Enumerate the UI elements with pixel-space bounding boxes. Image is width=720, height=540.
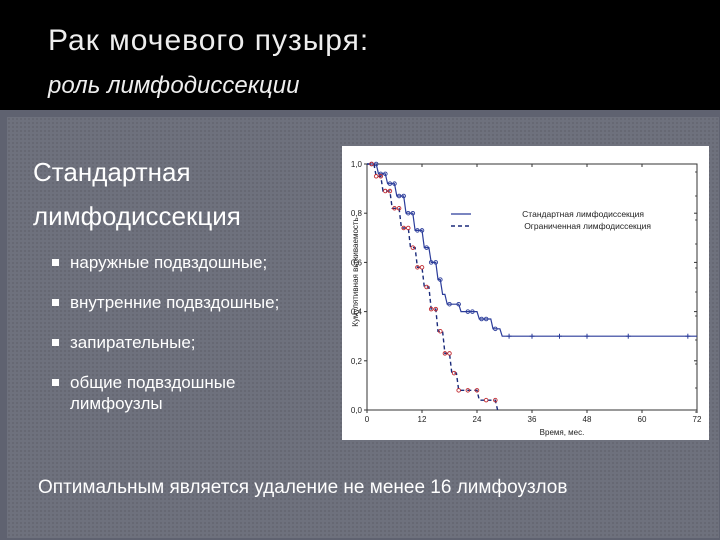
y-axis-label: Кумулятивная выживаемость — [351, 217, 360, 326]
survival-chart-svg: 0 12 24 36 48 60 72 0,0 0,2 0,4 0,6 0,8 1,0 Время, ме… — [351, 160, 702, 437]
censor-mark — [424, 284, 429, 290]
censor-mark — [474, 388, 480, 393]
censor-mark — [428, 306, 434, 312]
censor-mark — [373, 174, 379, 179]
censor-mark — [470, 309, 475, 314]
censor-mark — [383, 171, 388, 177]
x-tick-label: 48 — [583, 415, 592, 424]
censor-mark — [483, 316, 489, 322]
plot-frame — [366, 163, 698, 411]
censor-mark — [493, 326, 498, 332]
bullet-square-icon — [52, 299, 59, 306]
title-bar: Рак мочевого пузыря: роль лимфодиссекции — [0, 0, 720, 110]
slide-title: Рак мочевого пузыря: — [48, 24, 370, 57]
censor-mark — [415, 228, 420, 233]
censor-mark — [465, 388, 471, 393]
censor-mark — [401, 193, 406, 199]
y-tick-label: 0,6 — [351, 258, 363, 267]
censor-mark — [410, 210, 416, 216]
y-tick-label: 0,2 — [351, 357, 363, 366]
censor-mark — [428, 260, 434, 265]
censor-mark — [433, 260, 438, 265]
censor-mark — [451, 370, 457, 376]
heading-line-1: Стандартная — [33, 157, 191, 187]
censor-mark — [447, 351, 452, 356]
heading-line-2: лимфодиссекция — [33, 201, 241, 231]
slide-subtitle: роль лимфодиссекции — [48, 72, 300, 99]
bullet-square-icon — [52, 259, 59, 266]
x-tick-label: 60 — [638, 415, 647, 424]
bullet-text: общие подвздошные — [70, 373, 236, 392]
censor-mark — [392, 181, 397, 186]
censor-mark — [405, 210, 411, 216]
bullet-list: наружные подвздошные; внутренние подвздо… — [52, 252, 279, 433]
censor-mark — [369, 161, 374, 167]
censor-mark — [383, 188, 388, 194]
censor-mark — [456, 301, 461, 307]
x-tick-label: 72 — [693, 415, 702, 424]
censor-mark — [392, 206, 397, 211]
censor-mark — [419, 265, 425, 270]
censor-mark — [438, 329, 443, 334]
censor-mark — [456, 388, 461, 393]
y-tick-label: 0,4 — [351, 308, 363, 317]
censor-mark — [378, 174, 384, 179]
legend-label: Стандартная лимфодиссекция — [522, 209, 644, 219]
conclusion-text: Оптимальным является удаление не менее 1… — [38, 477, 568, 498]
bullet-text: запирательные; — [70, 333, 196, 352]
x-tick-label: 24 — [473, 415, 482, 424]
censor-mark — [442, 351, 448, 356]
censor-mark — [387, 188, 393, 194]
y-tick-label: 1,0 — [351, 160, 363, 169]
bullet-text-continued: лимфоузлы — [70, 394, 163, 413]
bullet-item: наружные подвздошные; — [52, 252, 279, 273]
censor-mark — [465, 309, 471, 314]
bullet-square-icon — [52, 339, 59, 346]
survival-chart: 0 12 24 36 48 60 72 0,0 0,2 0,4 0,6 0,8 1,0 Время, ме… — [342, 146, 709, 440]
censor-mark — [479, 316, 484, 322]
censor-mark — [387, 181, 393, 186]
bullet-item: внутренние подвздошные; — [52, 292, 279, 313]
censor-mark — [401, 225, 406, 231]
censor-mark — [424, 245, 429, 250]
censor-mark — [483, 397, 489, 403]
censor-mark — [373, 161, 379, 167]
censor-mark — [396, 193, 402, 199]
section-heading: Стандартная лимфодиссекция — [33, 150, 241, 238]
bullet-text: внутренние подвздошные; — [70, 293, 280, 312]
bullet-item: общие подвздошные лимфоузлы — [52, 372, 279, 414]
censor-mark — [419, 228, 425, 233]
legend-label: Ограниченная лимфодиссекция — [524, 221, 651, 231]
censor-mark — [396, 206, 402, 211]
y-tick-label: 0,0 — [351, 406, 363, 415]
censor-mark — [438, 277, 443, 282]
bullet-text: наружные подвздошные; — [70, 253, 268, 272]
series-line-standard — [367, 163, 697, 337]
censor-mark — [410, 245, 416, 250]
censor-mark — [415, 265, 420, 270]
x-axis-label: Время, мес. — [540, 428, 585, 437]
censor-mark — [447, 301, 452, 307]
x-tick-label: 0 — [365, 415, 370, 424]
censor-mark — [493, 397, 498, 403]
y-tick-label: 0,8 — [351, 209, 363, 218]
censor-mark — [433, 306, 438, 312]
bullet-square-icon — [52, 379, 59, 386]
censor-mark — [405, 225, 411, 231]
x-tick-label: 12 — [418, 415, 427, 424]
series-line-limited — [367, 163, 499, 411]
bullet-item: запирательные; — [52, 332, 279, 353]
x-tick-label: 36 — [528, 415, 537, 424]
